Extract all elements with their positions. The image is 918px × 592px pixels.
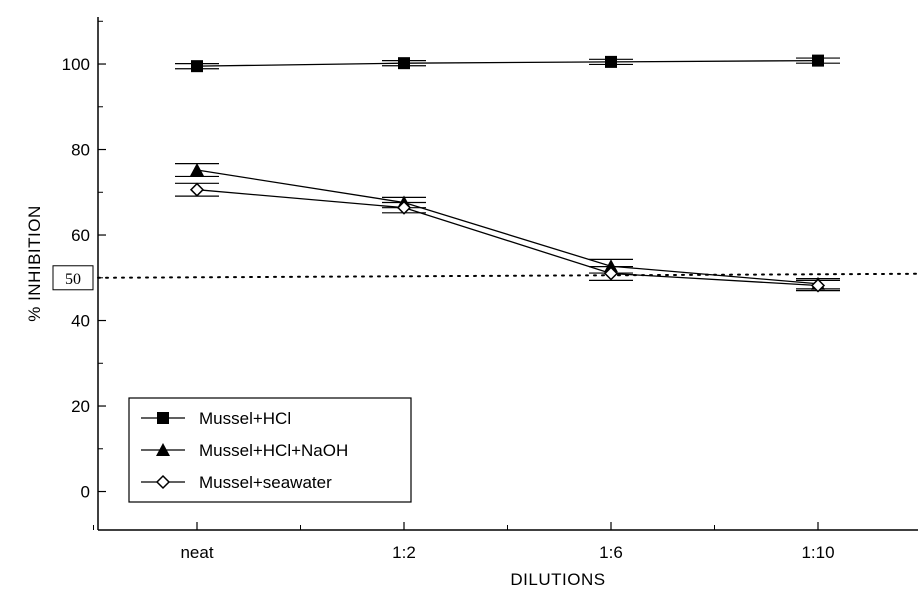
data-point <box>603 266 619 281</box>
plot-axes: 0 20 40 60 80 100 neat 1:2 1:6 1:10 <box>62 17 918 562</box>
y-tick-label: 20 <box>71 397 90 416</box>
data-point <box>396 200 412 215</box>
legend: Mussel+HCl Mussel+HCl+NaOH Mussel+seawater <box>128 397 412 503</box>
legend-marker <box>156 443 170 456</box>
series-line <box>196 59 819 67</box>
x-axis-title: DILUTIONS <box>510 570 605 589</box>
x-tick-label: 1:2 <box>392 543 416 562</box>
y-axis-title: % INHIBITION <box>25 205 44 322</box>
series-3 <box>175 182 840 293</box>
y-tick-label: 0 <box>81 483 90 502</box>
series-2 <box>175 163 840 290</box>
legend-label: Mussel+HCl+NaOH <box>199 441 348 460</box>
data-point <box>398 57 410 70</box>
reference-line-group: 50 <box>52 265 918 291</box>
data-point <box>189 182 205 197</box>
reference-label: 50 <box>65 271 81 288</box>
data-point <box>190 163 204 177</box>
y-tick-label: 60 <box>71 226 90 245</box>
series-line <box>196 169 819 285</box>
data-point <box>605 55 617 68</box>
plot-series <box>175 54 840 293</box>
y-tick-label: 80 <box>71 141 90 160</box>
reference-line <box>97 272 918 279</box>
series-1 <box>175 54 840 73</box>
legend-label: Mussel+seawater <box>199 473 332 492</box>
data-point <box>812 54 824 67</box>
series-line <box>196 189 819 287</box>
data-point <box>810 278 826 293</box>
y-tick-label: 100 <box>62 55 90 74</box>
data-point <box>191 60 203 73</box>
legend-label: Mussel+HCl <box>199 409 291 428</box>
reference-label-box <box>52 265 94 291</box>
legend-marker <box>157 412 169 424</box>
x-tick-label: 1:10 <box>801 543 834 562</box>
x-tick-label: neat <box>180 543 213 562</box>
data-point <box>604 259 618 273</box>
y-tick-label: 40 <box>71 312 90 331</box>
legend-marker <box>155 474 171 490</box>
x-tick-label: 1:6 <box>599 543 623 562</box>
